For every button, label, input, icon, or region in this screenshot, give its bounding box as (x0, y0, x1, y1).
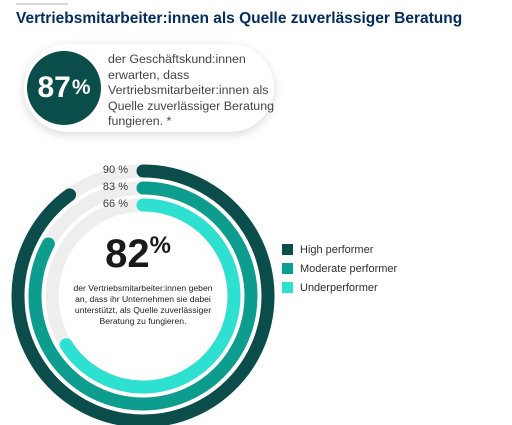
callout-badge: 87 % (27, 51, 101, 125)
legend-label: Underperformer (300, 281, 378, 294)
center-text: der Vertriebsmitarbeiter:innen geben an,… (73, 283, 213, 326)
legend-swatch (282, 282, 293, 293)
legend-label: High performer (300, 243, 374, 256)
center-value: 82 (105, 232, 150, 276)
ring-value-label: 90 % (102, 164, 128, 176)
ring-value-label: 83 % (102, 181, 128, 193)
callout-percent-sign: % (71, 76, 91, 99)
legend-label: Moderate performer (300, 262, 398, 275)
ring-bar-moderate-performer (28, 181, 258, 411)
stat-callout: 87 % der Geschäftskund:innen erwarten, d… (24, 44, 274, 132)
chart-legend: High performer Moderate performer Underper… (282, 240, 397, 297)
center-percent-sign: % (149, 232, 171, 259)
legend-item: High performer (282, 240, 397, 259)
legend-swatch (282, 263, 293, 274)
header-divider (16, 3, 68, 5)
ring-bar-underperformer (59, 198, 241, 394)
legend-item: Moderate performer (282, 259, 397, 278)
legend-item: Underperformer (282, 278, 397, 297)
legend-swatch (282, 244, 293, 255)
callout-value: 87 (37, 71, 71, 104)
page-title: Vertriebsmitarbeiter:innen als Quelle zu… (16, 10, 463, 27)
ring-value-label: 66 % (102, 198, 128, 210)
radial-bar-chart (11, 164, 275, 425)
center-stat: 82% (68, 232, 208, 277)
ring-bar-high-performer (11, 164, 275, 425)
callout-text: der Geschäftskund:innen erwarten, dass V… (108, 52, 274, 128)
